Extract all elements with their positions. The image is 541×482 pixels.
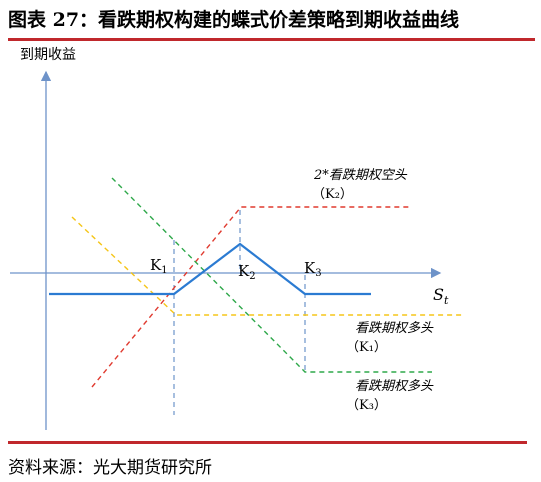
x-axis-label: St [433,285,449,307]
leg-strike-long-k1: （K₁） [346,340,387,355]
title-row: 图表 27：看跌期权构建的蝶式价差策略到期收益曲线 [8,6,533,36]
butterfly-payoff-line [49,242,371,296]
x-axis-label-main: S [433,285,444,304]
strike-label-k3: K3 [304,259,322,279]
leg-strike-long-k3: （K₃） [346,398,387,413]
short-2-puts-k2-line [91,206,412,388]
source-note: 资料来源：光大期货研究所 [8,458,212,478]
y-axis-label: 到期收益 [20,47,76,63]
leg-strike-short-k2: （K₂） [312,187,353,202]
figure-title: 图表 27：看跌期权构建的蝶式价差策略到期收益曲线 [8,9,460,31]
strike-label-k2: K2 [238,262,256,282]
leg-label-short-k2: 2*看跌期权空头 [313,168,408,183]
long-put-k1-line [71,216,464,316]
bottom-divider [8,441,527,444]
long-put-k3-line [111,177,432,373]
leg-label-long-k3: 看跌期权多头 [355,379,434,394]
strike-label-k1: K1 [150,256,168,276]
x-axis-label-sub: t [444,294,449,307]
top-divider [8,38,535,41]
leg-label-long-k1: 看跌期权多头 [355,321,434,336]
